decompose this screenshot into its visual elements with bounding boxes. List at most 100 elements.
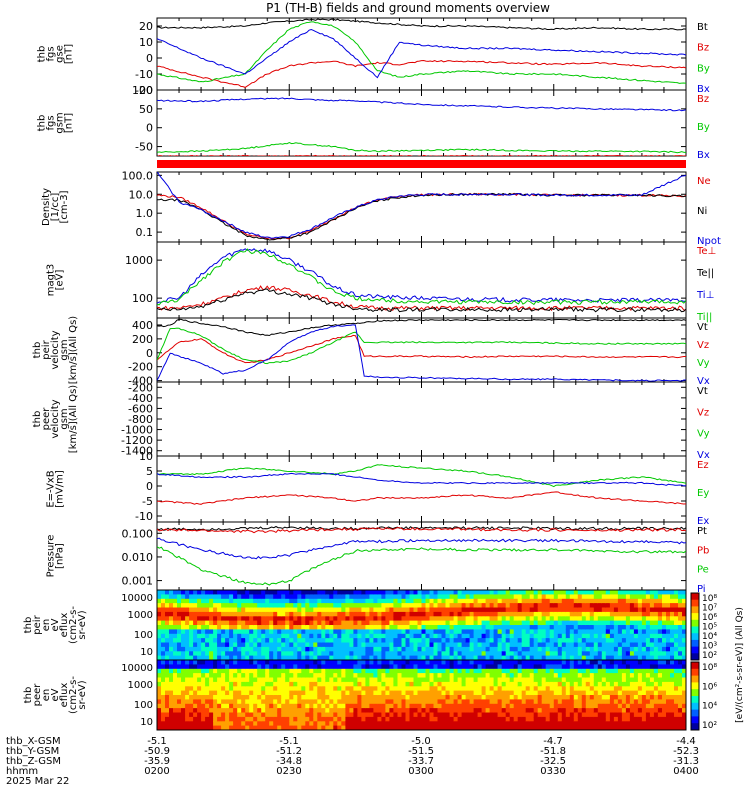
heatmap-cell bbox=[365, 598, 370, 604]
heatmap-cell bbox=[221, 603, 226, 609]
heatmap-cell bbox=[657, 725, 663, 730]
heatmap-cell bbox=[561, 725, 567, 730]
heatmap-cell bbox=[601, 620, 607, 626]
date-label: 2025 Mar 22 bbox=[6, 776, 69, 787]
heatmap-cell bbox=[649, 598, 655, 604]
ytick-label: 10 bbox=[140, 647, 153, 658]
heatmap-cell bbox=[333, 607, 338, 613]
heatmap-cell bbox=[353, 664, 358, 670]
heatmap-cell bbox=[301, 664, 306, 670]
heatmap-cell bbox=[249, 655, 254, 660]
heatmap-cell bbox=[321, 616, 326, 622]
heatmap-cell bbox=[489, 642, 495, 648]
heatmap-cell bbox=[653, 690, 659, 696]
heatmap-cell bbox=[265, 590, 270, 595]
heatmap-cell bbox=[637, 681, 643, 687]
heatmap-cell bbox=[241, 611, 246, 617]
heatmap-cell bbox=[609, 716, 615, 722]
heatmap-cell bbox=[233, 664, 238, 670]
heatmap-cell bbox=[457, 703, 463, 709]
heatmap-cell bbox=[633, 712, 639, 718]
heatmap-cell bbox=[405, 620, 411, 626]
heatmap-cell bbox=[293, 708, 298, 714]
heatmap-cell bbox=[401, 725, 407, 730]
heatmap-cell bbox=[529, 708, 535, 714]
heatmap-cell bbox=[581, 638, 587, 644]
heatmap-cell bbox=[317, 716, 322, 722]
heatmap-cell bbox=[541, 681, 547, 687]
heatmap-cell bbox=[217, 629, 222, 635]
heatmap-cell bbox=[597, 620, 603, 626]
heatmap-cell bbox=[589, 607, 595, 613]
heatmap-cell bbox=[509, 695, 515, 700]
heatmap-cell bbox=[489, 590, 495, 595]
heatmap-cell bbox=[445, 686, 451, 692]
ytick-label: 0.001 bbox=[122, 575, 154, 588]
heatmap-cell bbox=[261, 695, 266, 700]
series-Te|| bbox=[157, 288, 686, 313]
heatmap-cell bbox=[621, 616, 627, 622]
heatmap-cell bbox=[393, 611, 398, 617]
heatmap-cell bbox=[666, 633, 671, 639]
heatmap-cell bbox=[453, 598, 459, 604]
heatmap-cell bbox=[513, 699, 519, 705]
heatmap-cell bbox=[445, 712, 451, 718]
heatmap-cell bbox=[505, 607, 511, 613]
heatmap-cell bbox=[553, 611, 559, 617]
heatmap-cell bbox=[401, 664, 407, 670]
heatmap-cell bbox=[313, 673, 318, 679]
heatmap-cell bbox=[173, 651, 178, 657]
heatmap-cell bbox=[345, 668, 350, 674]
series-group bbox=[157, 18, 686, 88]
heatmap-cell bbox=[285, 625, 290, 630]
heatmap-cell bbox=[317, 708, 322, 714]
heatmap-cell bbox=[253, 673, 258, 679]
heatmap-cell bbox=[457, 690, 463, 696]
heatmap-cell bbox=[233, 677, 238, 683]
heatmap-cell bbox=[549, 594, 555, 600]
heatmap-cell bbox=[469, 642, 475, 648]
heatmap-cell bbox=[670, 664, 675, 670]
heatmap-cell bbox=[329, 725, 334, 730]
heatmap-cell bbox=[489, 681, 495, 687]
heatmap-cell bbox=[305, 690, 310, 696]
heatmap-cell bbox=[293, 633, 298, 639]
heatmap-cell bbox=[433, 690, 439, 696]
heatmap-cell bbox=[465, 651, 471, 657]
heatmap-cell bbox=[313, 664, 318, 670]
heatmap-cell bbox=[209, 611, 214, 617]
heatmap-cell bbox=[541, 642, 547, 648]
heatmap-cell bbox=[157, 690, 162, 696]
heatmap-cell bbox=[161, 638, 166, 644]
heatmap-cell bbox=[501, 716, 507, 722]
heatmap-cell bbox=[453, 725, 459, 730]
heatmap-cell bbox=[593, 716, 599, 722]
heatmap-cell bbox=[201, 664, 206, 670]
heatmap-cell bbox=[365, 677, 370, 683]
heatmap-cell bbox=[561, 646, 567, 652]
heatmap-cell bbox=[493, 616, 499, 622]
heatmap-cell bbox=[177, 660, 182, 665]
heatmap-cell bbox=[682, 590, 686, 595]
heatmap-cell bbox=[313, 590, 318, 595]
heatmap-cell bbox=[629, 673, 635, 679]
heatmap-cell bbox=[641, 708, 647, 714]
heatmap-cell bbox=[369, 699, 374, 705]
heatmap-cell bbox=[341, 611, 346, 617]
heatmap-cell bbox=[429, 646, 435, 652]
heatmap-cell bbox=[241, 594, 246, 600]
heatmap-cell bbox=[537, 642, 543, 648]
heatmap-cell bbox=[337, 668, 342, 674]
heatmap-cell bbox=[609, 655, 615, 660]
heatmap-cell bbox=[509, 681, 515, 687]
ylabel-fgs-gsm: gsm bbox=[55, 112, 66, 133]
heatmap-cell bbox=[177, 725, 182, 730]
heatmap-cell bbox=[277, 594, 282, 600]
heatmap-cell bbox=[301, 629, 306, 635]
heatmap-cell bbox=[449, 686, 455, 692]
heatmap-cell bbox=[161, 616, 166, 622]
heatmap-cell bbox=[185, 642, 190, 648]
heatmap-cell bbox=[641, 638, 647, 644]
heatmap-cell bbox=[197, 603, 202, 609]
heatmap-cell bbox=[281, 660, 286, 665]
